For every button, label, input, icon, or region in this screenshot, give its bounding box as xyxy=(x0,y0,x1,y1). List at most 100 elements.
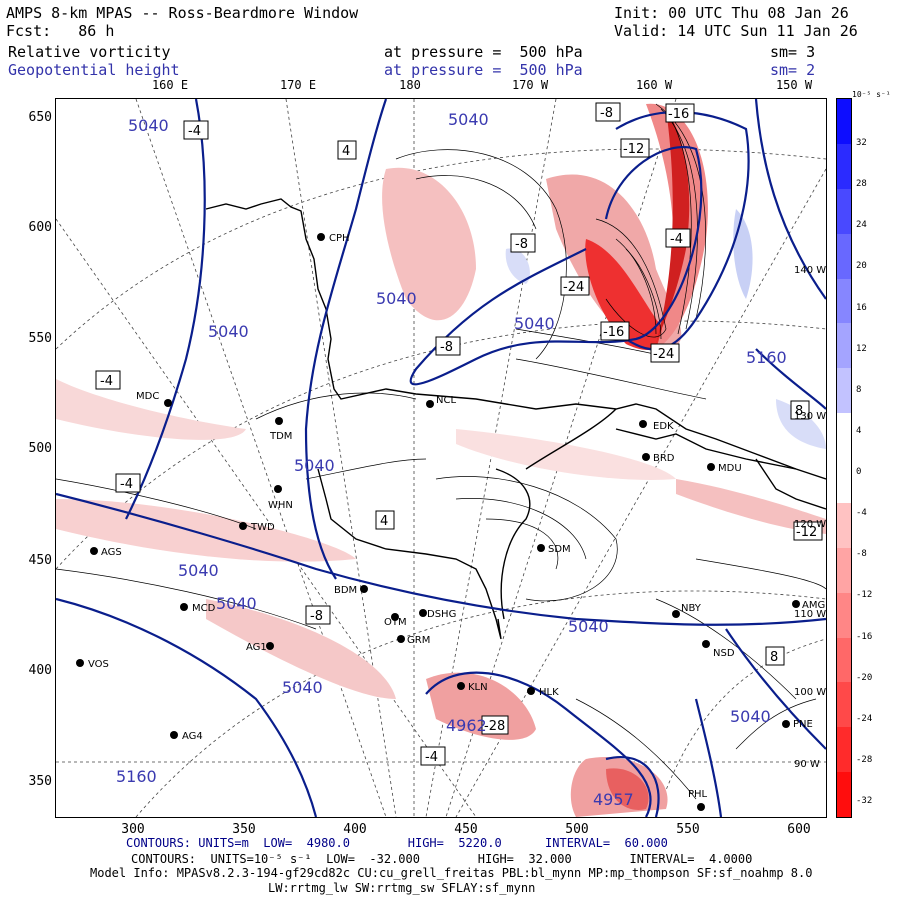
station-label: TDM xyxy=(269,431,292,442)
colorbar-segment xyxy=(837,188,851,234)
vort-label: -12 xyxy=(623,142,644,157)
station-labels: MDC TDM WHN TWD AGS MCD AG1 VOS AG4 CPH … xyxy=(88,233,825,800)
lon-label-180: 180 xyxy=(399,78,421,92)
colorbar-tick: 28 xyxy=(856,179,867,190)
y-tick-400: 400 xyxy=(28,663,52,678)
height-label: 5040 xyxy=(448,110,489,129)
colorbar-segment xyxy=(837,502,851,548)
colorbar-tick: 20 xyxy=(856,261,867,272)
station-label: MDU xyxy=(718,463,742,474)
colorbar-segment xyxy=(837,772,851,817)
lon-label-170e: 170 E xyxy=(279,78,317,92)
colorbar-segment xyxy=(837,547,851,593)
station-label: AG1 xyxy=(246,642,267,653)
colorbar-segment xyxy=(837,413,851,458)
vort-label: 8 xyxy=(770,650,778,665)
colorbar-segment xyxy=(837,592,851,638)
right-lon-labels: 140 W 130 W 120 W 110 W 100 W 90 W xyxy=(794,265,826,770)
x-tick-500: 500 xyxy=(565,822,589,837)
colorbar-tick: 8 xyxy=(856,384,862,395)
station-label: OTM xyxy=(384,617,407,628)
height-label: 5040 xyxy=(128,116,169,135)
vort-label: -4 xyxy=(425,750,438,765)
lon-label-110w: 110 W xyxy=(794,609,826,620)
map-plot-area: -4 -4 -4 -4 -4 -8 -8 -8 -12 -16 -24 -16 … xyxy=(55,98,827,818)
height-label: 5040 xyxy=(216,594,257,613)
station-label: PHL xyxy=(688,789,708,800)
lon-label-140w: 140 W xyxy=(794,265,826,276)
height-label: 5040 xyxy=(568,617,609,636)
lon-label-170w: 170 W xyxy=(511,78,549,92)
footer-height-contours: CONTOURS: UNITS=m LOW= 4980.0 HIGH= 5220… xyxy=(126,836,668,850)
x-tick-350: 350 xyxy=(232,822,256,837)
station-label: TWD xyxy=(250,522,275,533)
station-label: AGS xyxy=(101,547,122,558)
height-label: 5160 xyxy=(116,767,157,786)
vort-label: -24 xyxy=(563,280,584,295)
vort-label: -16 xyxy=(603,325,624,340)
height-label: 5040 xyxy=(178,561,219,580)
vort-label: -12 xyxy=(796,525,817,540)
height-label: 5160 xyxy=(746,348,787,367)
vort-label: -8 xyxy=(600,106,613,121)
y-tick-350: 350 xyxy=(28,774,52,789)
vort-label: -4 xyxy=(100,374,113,389)
colorbar-tick: 0 xyxy=(856,467,862,477)
vort-label: 4 xyxy=(380,514,388,529)
station-label: AG4 xyxy=(182,731,203,742)
station-label: WHN xyxy=(268,500,293,511)
colorbar-tick: -16 xyxy=(856,631,873,642)
map-svg: -4 -4 -4 -4 -4 -8 -8 -8 -12 -16 -24 -16 … xyxy=(56,99,826,817)
height-label: 5040 xyxy=(514,314,555,333)
colorbar-segment xyxy=(837,143,851,189)
vort-label: -8 xyxy=(440,340,453,355)
y-tick-550: 550 xyxy=(28,331,52,346)
station-label: HLK xyxy=(539,687,559,698)
field2-level: at pressure = 500 hPa xyxy=(384,61,583,79)
height-label: 5040 xyxy=(730,707,771,726)
vort-label: -24 xyxy=(653,347,674,362)
colorbar-tick: -20 xyxy=(856,672,873,683)
footer-vort-contours: CONTOURS: UNITS=10⁻⁵ s⁻¹ LOW= -32.000 HI… xyxy=(131,852,753,866)
x-tick-600: 600 xyxy=(787,822,811,837)
lon-label-130w: 130 W xyxy=(794,411,826,422)
station-label: EDK xyxy=(653,421,674,432)
vort-label: -8 xyxy=(515,237,528,252)
colorbar-segment xyxy=(837,233,851,279)
colorbar-segment xyxy=(837,682,851,728)
chart-title: AMPS 8-km MPAS -- Ross-Beardmore Window xyxy=(6,4,359,22)
station-label: VOS xyxy=(88,659,109,670)
station-label: MCD xyxy=(192,603,216,614)
field1-level: at pressure = 500 hPa xyxy=(384,43,583,61)
colorbar-segment xyxy=(837,99,851,144)
colorbar-tick: 4 xyxy=(856,425,862,436)
colorbar-tick: 12 xyxy=(856,343,867,354)
lon-label-160w: 160 W xyxy=(635,78,673,92)
field2-name: Geopotential height xyxy=(8,61,180,79)
height-label: 4957 xyxy=(593,790,634,809)
colorbar-tick: -4 xyxy=(856,508,867,519)
valid-time: Valid: 14 UTC Sun 11 Jan 26 xyxy=(614,22,858,40)
height-label: 5040 xyxy=(208,322,249,341)
colorbar-tick: -28 xyxy=(856,754,873,765)
negative-vorticity-shading xyxy=(56,103,826,817)
station-label: BRD xyxy=(653,453,675,464)
vort-label: -4 xyxy=(670,232,683,247)
forecast-hour: Fcst: 86 h xyxy=(6,22,115,40)
colorbar-units: 10⁻⁵ s⁻¹ xyxy=(852,90,891,99)
station-label: CPH xyxy=(329,233,350,244)
vort-label: -4 xyxy=(120,477,133,492)
colorbar-tick: -32 xyxy=(856,796,873,806)
colorbar-tick: 16 xyxy=(856,302,867,313)
lon-label-90w: 90 W xyxy=(794,759,820,770)
coastline xyxy=(205,198,826,640)
height-labels: 5040 5040 5040 5040 5040 5040 5040 5040 … xyxy=(116,110,787,809)
lon-label-120w: 120 W xyxy=(794,519,826,530)
colorbar-segment xyxy=(837,323,851,369)
colorbar-tick: 24 xyxy=(856,220,867,231)
colorbar-segment xyxy=(837,637,851,683)
station-label: BDM xyxy=(334,585,357,596)
init-time: Init: 00 UTC Thu 08 Jan 26 xyxy=(614,4,849,22)
x-tick-450: 450 xyxy=(454,822,478,837)
height-label: 5040 xyxy=(294,456,335,475)
